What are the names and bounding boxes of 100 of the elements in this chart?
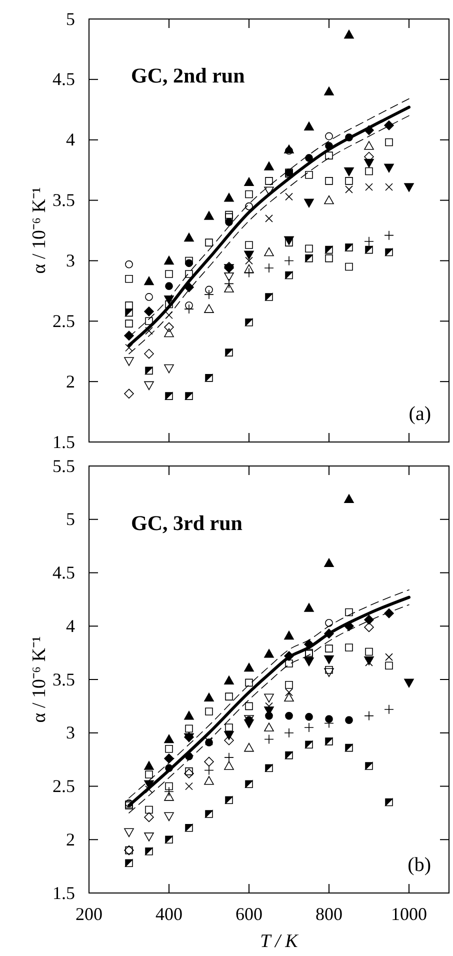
y-tick-label: 4.5 [52,562,75,583]
point [325,254,333,262]
point [185,767,193,776]
point [264,694,274,703]
point [165,282,173,290]
point [184,710,194,720]
text: GC, 3rd run [131,511,243,536]
y-tick-label: 2.5 [52,310,75,331]
point [184,768,194,778]
point [324,86,334,96]
point [164,328,174,338]
point [404,183,414,192]
point [165,270,173,278]
point [245,190,253,198]
point [285,146,293,155]
point [145,326,153,335]
point [144,761,154,770]
point [224,676,234,684]
point [264,247,274,256]
point [124,828,134,838]
point [125,260,133,268]
point [244,662,254,672]
point [244,264,254,274]
point [185,256,193,265]
point [264,162,274,170]
y-tick-label: 5.5 [52,456,75,476]
point [145,317,153,326]
point [345,186,353,194]
point [164,754,174,764]
point [125,302,133,310]
point [185,270,193,278]
point [264,648,274,658]
x-tick-label: 600 [236,904,262,924]
point [164,364,174,374]
point [364,622,374,632]
x-tick-label: 400 [156,904,182,924]
point [145,293,153,301]
point [264,722,274,732]
y-tick-label: 4 [66,130,75,150]
y-tick-label: 2.5 [52,776,75,796]
point [124,357,134,366]
y-tick-label: 2 [66,371,75,392]
point [365,167,373,176]
y-tick-label: 4 [66,616,75,636]
point [304,122,314,130]
point [224,272,234,282]
point [225,692,233,700]
point [145,806,153,814]
point [285,660,293,668]
point [125,320,133,328]
y-axis-title: α / 10⁻⁶ K⁻¹ [29,186,50,274]
point [285,192,293,201]
point [205,286,213,294]
point [325,618,333,627]
point [384,164,394,173]
point [304,657,314,666]
point [325,666,333,674]
point [245,678,253,687]
point [164,256,174,265]
point [164,792,174,801]
point [345,608,353,616]
point [205,708,213,716]
point [324,655,334,664]
point [225,724,233,732]
point [245,241,253,249]
y-tick-label: 3 [66,250,75,270]
point [325,132,333,140]
point [345,716,353,724]
point [224,192,234,202]
point [165,300,173,308]
point [224,731,234,740]
point [345,262,353,271]
point [164,295,174,304]
point [305,244,313,253]
point [165,311,173,319]
point [285,238,293,246]
point [204,692,214,702]
point [145,770,153,778]
point [184,232,194,242]
point [344,494,354,503]
point [305,712,313,721]
point [225,210,233,219]
point [284,256,294,266]
y-tick-label: 4.5 [52,69,75,90]
x-tick-label: 200 [76,904,102,924]
point [244,250,254,260]
annotation: (b) [408,854,431,876]
point [204,211,214,220]
point [164,322,174,332]
point [144,812,154,822]
y-axis-title: α / 10⁻⁶ K⁻¹ [29,636,50,723]
point [344,30,354,39]
point [284,630,294,640]
point [245,702,253,710]
point [164,812,174,822]
point [285,712,293,720]
point [165,782,173,790]
point [185,724,193,733]
point [404,678,414,688]
y-tick-label: 2 [66,829,75,850]
